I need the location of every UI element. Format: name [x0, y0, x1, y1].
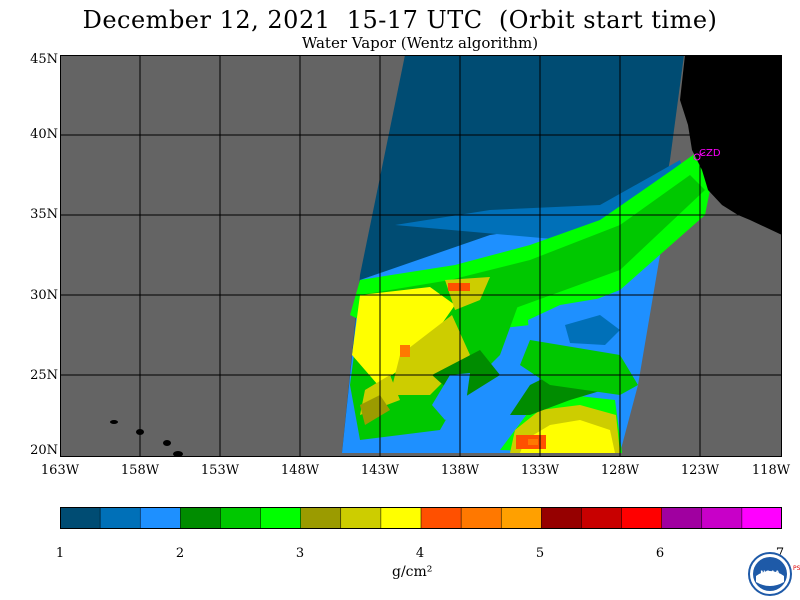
lon-label-143w: 143W: [360, 463, 400, 478]
lat-label-20n: 20N: [30, 443, 58, 458]
colorbar-swatch: [99, 507, 141, 529]
colorbar-swatch: [500, 507, 543, 529]
colorbar-swatch: [180, 507, 222, 529]
colorbar-tick-6: 6: [655, 546, 665, 561]
colorbar-tick-5: 5: [535, 546, 545, 561]
map-frame: [60, 55, 782, 457]
lon-label-133w: 133W: [520, 463, 560, 478]
colorbar-swatch: [139, 507, 182, 529]
colorbar-swatch: [340, 507, 382, 529]
lat-label-25n: 25N: [30, 368, 58, 383]
colorbar-swatch: [701, 507, 743, 529]
colorbar-swatch: [420, 507, 462, 529]
lat-label-30n: 30N: [30, 288, 58, 303]
colorbar-tick-3: 3: [295, 546, 305, 561]
north-america-landmass: [680, 55, 782, 235]
colorbar-swatch: [380, 507, 422, 529]
colorbar-swatch: [260, 507, 302, 529]
colorbar-frame: [60, 507, 782, 529]
lon-label-158w: 158W: [120, 463, 160, 478]
colorbar-swatch: [581, 507, 623, 529]
colorbar-swatch: [60, 507, 101, 529]
lon-label-138w: 138W: [440, 463, 480, 478]
colorbar: [60, 507, 782, 529]
water-vapor-map: CZD: [60, 55, 782, 457]
lon-label-148w: 148W: [280, 463, 320, 478]
colorbar-swatch: [661, 507, 703, 529]
noaa-logo-text: NOAA: [760, 570, 780, 577]
psl-logo-text: PSL: [793, 565, 800, 572]
colorbar-tick-2: 2: [175, 546, 185, 561]
lon-label-123w: 123W: [680, 463, 720, 478]
station-marker-czd: CZD: [693, 148, 721, 161]
colorbar-swatches: [60, 507, 782, 529]
noaa-logo: NOAA: [748, 552, 792, 596]
colorbar-tick-7: 7: [775, 546, 785, 561]
colorbar-swatch: [741, 507, 782, 529]
lat-label-40n: 40N: [30, 127, 58, 142]
lat-label-45n: 45N: [30, 52, 58, 67]
page-subtitle: Water Vapor (Wentz algorithm): [301, 34, 539, 52]
colorbar-tick-4: 4: [415, 546, 425, 561]
lon-label-128w: 128W: [600, 463, 640, 478]
colorbar-tick-1: 1: [55, 546, 65, 561]
colorbar-swatch: [460, 507, 502, 529]
lat-label-35n: 35N: [30, 207, 58, 222]
page-title: December 12, 2021 15-17 UTC (Orbit start…: [82, 6, 718, 34]
lon-label-153w: 153W: [200, 463, 240, 478]
colorbar-swatch: [621, 507, 663, 529]
colorbar-swatch: [300, 507, 342, 529]
lat-lon-grid: [60, 55, 782, 457]
colorbar-swatch: [220, 507, 262, 529]
colorbar-unit: g/cm²: [392, 564, 433, 580]
station-label-czd: CZD: [699, 148, 721, 159]
lon-label-163w: 163W: [40, 463, 80, 478]
colorbar-swatch: [541, 507, 583, 529]
hawaiian-islands: [110, 420, 183, 457]
lon-label-118w: 118W: [751, 463, 791, 478]
